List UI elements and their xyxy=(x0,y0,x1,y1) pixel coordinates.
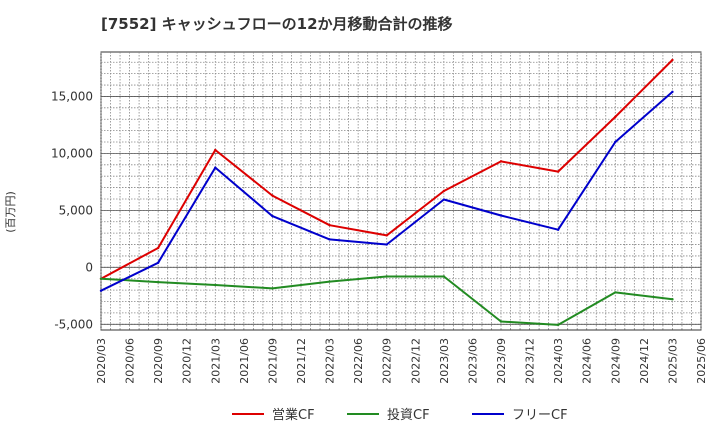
data-point xyxy=(442,275,446,278)
x-tick-label: 2021/03 xyxy=(209,338,222,384)
x-tick-label: 2021/09 xyxy=(266,338,279,384)
data-point xyxy=(556,228,560,231)
legend: 営業CF 投資CF フリーCF xyxy=(232,407,568,423)
x-tick-label: 2022/09 xyxy=(381,338,394,384)
x-tick-label: 2022/12 xyxy=(409,338,422,384)
x-tick-label: 2020/06 xyxy=(124,338,137,384)
axis-layer: -5,000 0 5,000 10,000 15,000 2020/03 2020/06 20… xyxy=(51,89,708,383)
x-tick-label: 2022/06 xyxy=(352,338,365,384)
data-point xyxy=(499,160,503,163)
data-point xyxy=(214,283,217,287)
data-point xyxy=(442,198,446,201)
data-point xyxy=(156,280,160,284)
x-tick-label: 2024/03 xyxy=(552,338,565,384)
x-tick-label: 2024/12 xyxy=(638,338,651,384)
data-point xyxy=(614,291,617,294)
x-tick-label: 2020/09 xyxy=(152,338,165,384)
x-tick-label: 2020/12 xyxy=(181,338,194,384)
x-tick-label: 2022/03 xyxy=(324,338,337,384)
data-point xyxy=(614,140,617,144)
data-point xyxy=(328,223,331,227)
data-point xyxy=(614,115,617,119)
data-point xyxy=(385,243,388,246)
x-tick-label: 2025/03 xyxy=(666,338,679,384)
x-tick-label: 2021/06 xyxy=(238,338,251,384)
y-tick-label: 0 xyxy=(85,260,93,274)
data-point xyxy=(214,148,217,152)
data-point xyxy=(385,275,388,278)
legend-label: フリーCF xyxy=(512,408,568,423)
x-tick-label: 2023/12 xyxy=(524,338,537,384)
legend-label: 営業CF xyxy=(272,407,315,423)
data-point xyxy=(328,238,331,241)
legend-label: 投資CF xyxy=(387,407,430,423)
chart-title: [7552] キャッシュフローの12か月移動合計の推移 xyxy=(101,15,453,33)
data-point xyxy=(99,289,103,292)
x-tick-label: 2024/09 xyxy=(609,338,622,384)
data-point xyxy=(156,261,160,264)
y-tick-label: 5,000 xyxy=(59,203,93,217)
data-point xyxy=(385,234,388,237)
data-point xyxy=(671,298,674,301)
data-point xyxy=(271,194,274,197)
x-tick-label: 2025/06 xyxy=(695,338,708,384)
data-point xyxy=(271,287,274,290)
x-tick-label: 2021/12 xyxy=(295,338,308,384)
x-tick-label: 2024/06 xyxy=(581,338,594,384)
data-point xyxy=(556,170,560,173)
series-layer xyxy=(99,58,674,327)
data-point xyxy=(671,58,674,62)
y-tick-label: -5,000 xyxy=(54,317,93,331)
y-tick-label: 15,000 xyxy=(51,89,93,103)
data-point xyxy=(499,320,503,323)
data-point xyxy=(556,323,560,327)
data-point xyxy=(499,214,503,217)
data-point xyxy=(442,189,446,193)
data-point xyxy=(671,90,674,94)
data-point xyxy=(156,246,160,250)
data-point xyxy=(271,214,274,218)
data-point xyxy=(214,166,217,169)
x-tick-label: 2023/06 xyxy=(466,338,479,384)
data-point xyxy=(99,277,103,280)
data-point xyxy=(328,280,331,283)
x-tick-label: 2023/03 xyxy=(438,338,451,384)
y-tick-label: 10,000 xyxy=(51,146,93,160)
x-tick-label: 2023/09 xyxy=(495,338,508,384)
x-tick-label: 2020/03 xyxy=(95,338,108,384)
